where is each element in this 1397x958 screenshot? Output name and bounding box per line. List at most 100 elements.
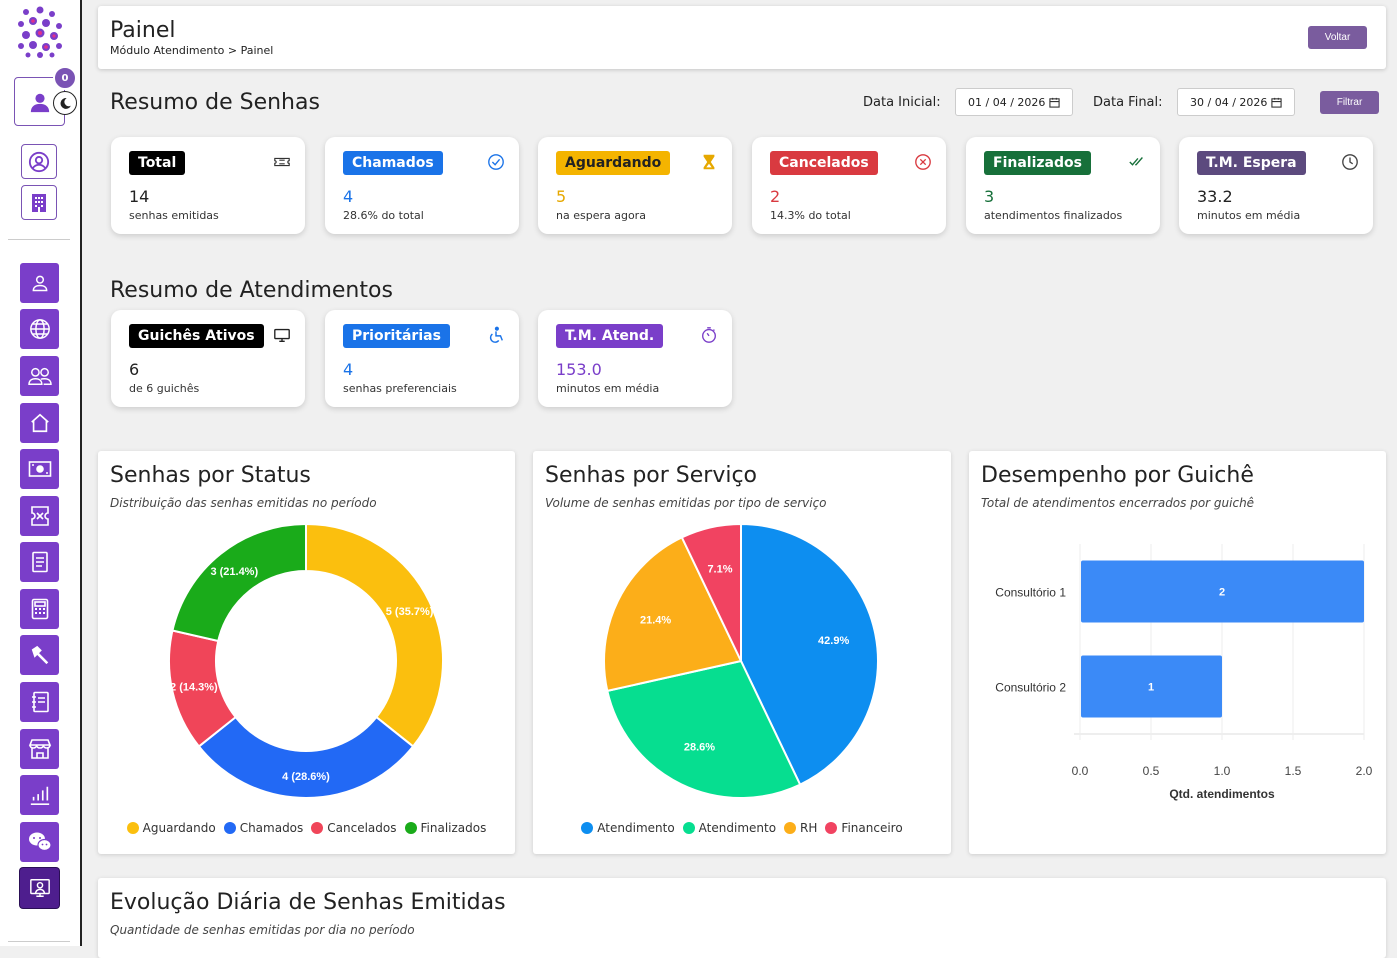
- pie-slice[interactable]: [171, 522, 307, 643]
- page-header: Painel Módulo Atendimento > Painel Volta…: [98, 6, 1386, 69]
- cash-icon: [28, 461, 51, 477]
- pie-slice[interactable]: [197, 715, 415, 799]
- slice-label: 2 (14.3%): [170, 682, 218, 694]
- back-button[interactable]: Voltar: [1308, 26, 1367, 49]
- document-icon: [31, 551, 48, 573]
- user-circle-icon: [28, 151, 50, 172]
- chart-legend: Aguardando Chamados Cancelados Finalizados: [98, 821, 515, 835]
- end-date-input[interactable]: 30 / 04 / 2026: [1177, 88, 1295, 116]
- stat-value: 4: [343, 187, 354, 206]
- stat-value: 14: [129, 187, 150, 206]
- legend-label: Chamados: [239, 821, 304, 835]
- sidebar-item-finance[interactable]: [20, 449, 59, 489]
- person-screen-icon: [29, 879, 50, 897]
- sidebar-item-calculator[interactable]: [20, 589, 59, 629]
- hourglass-icon: [703, 154, 715, 170]
- slice-label: 21.4%: [640, 614, 671, 626]
- pie-slice[interactable]: [740, 522, 879, 786]
- pie-slice[interactable]: [680, 522, 742, 662]
- chart-title: Senhas por Status: [110, 463, 311, 488]
- legend-item[interactable]: Atendimento: [682, 821, 777, 835]
- legend-swatch: [581, 822, 594, 834]
- sidebar-item-reports[interactable]: [20, 775, 59, 815]
- legend-item[interactable]: Financeiro: [825, 821, 903, 835]
- stat-value: 3: [984, 187, 995, 206]
- stopwatch-icon: [702, 327, 716, 343]
- legend-item[interactable]: RH: [784, 821, 817, 835]
- chart-panel-servico: Senhas por Serviço Volume de senhas emit…: [533, 451, 951, 854]
- legend-label: Finalizados: [420, 821, 487, 835]
- stat-card-finalizados: Finalizados 3 atendimentos finalizados: [966, 137, 1160, 234]
- globe-icon: [29, 319, 50, 339]
- pie-slice[interactable]: [305, 522, 444, 748]
- legend-item[interactable]: Atendimento: [581, 821, 675, 835]
- sidebar-item-home[interactable]: [20, 403, 59, 443]
- guiche-bar-chart: 0.0 0.5 1.0 1.5 2.0 2 Consultório 1 1 Consultóri…: [995, 544, 1373, 801]
- bar[interactable]: [1081, 655, 1222, 718]
- start-date-value: 01 / 04 / 2026: [968, 95, 1046, 109]
- chart-title: Evolução Diária de Senhas Emitidas: [110, 890, 506, 915]
- stat-value: 5: [556, 187, 567, 206]
- start-date-input[interactable]: 01 / 04 / 2026: [955, 88, 1073, 116]
- section-title-senhas: Resumo de Senhas: [110, 90, 320, 115]
- stat-card-aguardando: Aguardando 5 na espera agora: [538, 137, 732, 234]
- chart-panel-status: Senhas por Status Distribuição das senha…: [98, 451, 515, 854]
- account-button[interactable]: [21, 144, 57, 179]
- sidebar-divider: [8, 239, 70, 240]
- pie-slice[interactable]: [603, 536, 743, 693]
- tick-label: 0.0: [1072, 764, 1089, 778]
- chart-panel-evolucao: Evolução Diária de Senhas Emitidas Quant…: [98, 878, 1386, 958]
- sidebar-item-users[interactable]: [20, 263, 59, 303]
- wechat-icon: [28, 832, 52, 852]
- notification-badge[interactable]: 0: [53, 66, 77, 90]
- legend-item[interactable]: Aguardando: [126, 821, 216, 835]
- tick-label: 2.0: [1356, 764, 1373, 778]
- sidebar-item-dashboard[interactable]: [20, 868, 59, 908]
- legend-label: Atendimento: [698, 821, 777, 835]
- dark-mode-toggle[interactable]: [53, 91, 77, 115]
- legend-swatch: [311, 822, 324, 834]
- sidebar-item-web[interactable]: [20, 309, 59, 349]
- legend-item[interactable]: Cancelados: [311, 821, 397, 835]
- legend-label: RH: [800, 821, 818, 835]
- stat-subtitle: minutos em média: [1197, 209, 1301, 222]
- legend-label: Financeiro: [841, 821, 903, 835]
- category-label: Consultório 1: [995, 586, 1066, 600]
- ticket-check-icon: [30, 506, 49, 526]
- stat-subtitle: senhas emitidas: [129, 209, 219, 222]
- bar-chart-icon: [30, 786, 49, 805]
- stat-card-cancelados: Cancelados 2 14.3% do total: [752, 137, 946, 234]
- slice-label: 7.1%: [707, 563, 732, 575]
- sidebar-item-documents[interactable]: [20, 542, 59, 582]
- stat-subtitle: minutos em média: [556, 382, 660, 395]
- building-icon: [32, 193, 46, 212]
- tick-label: 0.5: [1143, 764, 1160, 778]
- sidebar-item-chat[interactable]: [20, 822, 59, 862]
- stat-label: Chamados: [343, 151, 443, 175]
- sidebar-item-tickets[interactable]: [20, 496, 59, 536]
- tick-label: 1.5: [1285, 764, 1302, 778]
- start-date-label: Data Inicial:: [863, 95, 941, 110]
- stat-card-chamados: Chamados 4 28.6% do total: [325, 137, 519, 234]
- sidebar-item-groups[interactable]: [20, 356, 59, 396]
- pie-slice[interactable]: [606, 659, 802, 799]
- company-button[interactable]: [21, 185, 57, 220]
- stat-value: 6: [129, 360, 140, 379]
- sidebar-item-tools[interactable]: [20, 635, 59, 675]
- bar-value-label: 2: [1219, 587, 1225, 599]
- user-icon: [30, 93, 49, 112]
- sidebar-item-store[interactable]: [20, 729, 59, 769]
- ticket-icon: [274, 157, 290, 167]
- status-doughnut-chart: 5 (35.7%) 4 (28.6%) 2 (14.3%) 3 (21.4%): [168, 522, 444, 799]
- filter-button[interactable]: Filtrar: [1320, 91, 1379, 114]
- legend-item[interactable]: Chamados: [223, 821, 304, 835]
- bar[interactable]: [1081, 560, 1364, 623]
- check-circle-icon: [488, 154, 504, 170]
- sidebar-item-journal[interactable]: [20, 682, 59, 722]
- x-axis-label: Qtd. atendimentos: [1169, 787, 1275, 801]
- legend-label: Cancelados: [327, 821, 397, 835]
- slice-label: 4 (28.6%): [282, 771, 330, 783]
- legend-item[interactable]: Finalizados: [404, 821, 487, 835]
- moon-icon: [60, 97, 71, 109]
- chart-subtitle: Quantidade de senhas emitidas por dia no…: [110, 923, 415, 937]
